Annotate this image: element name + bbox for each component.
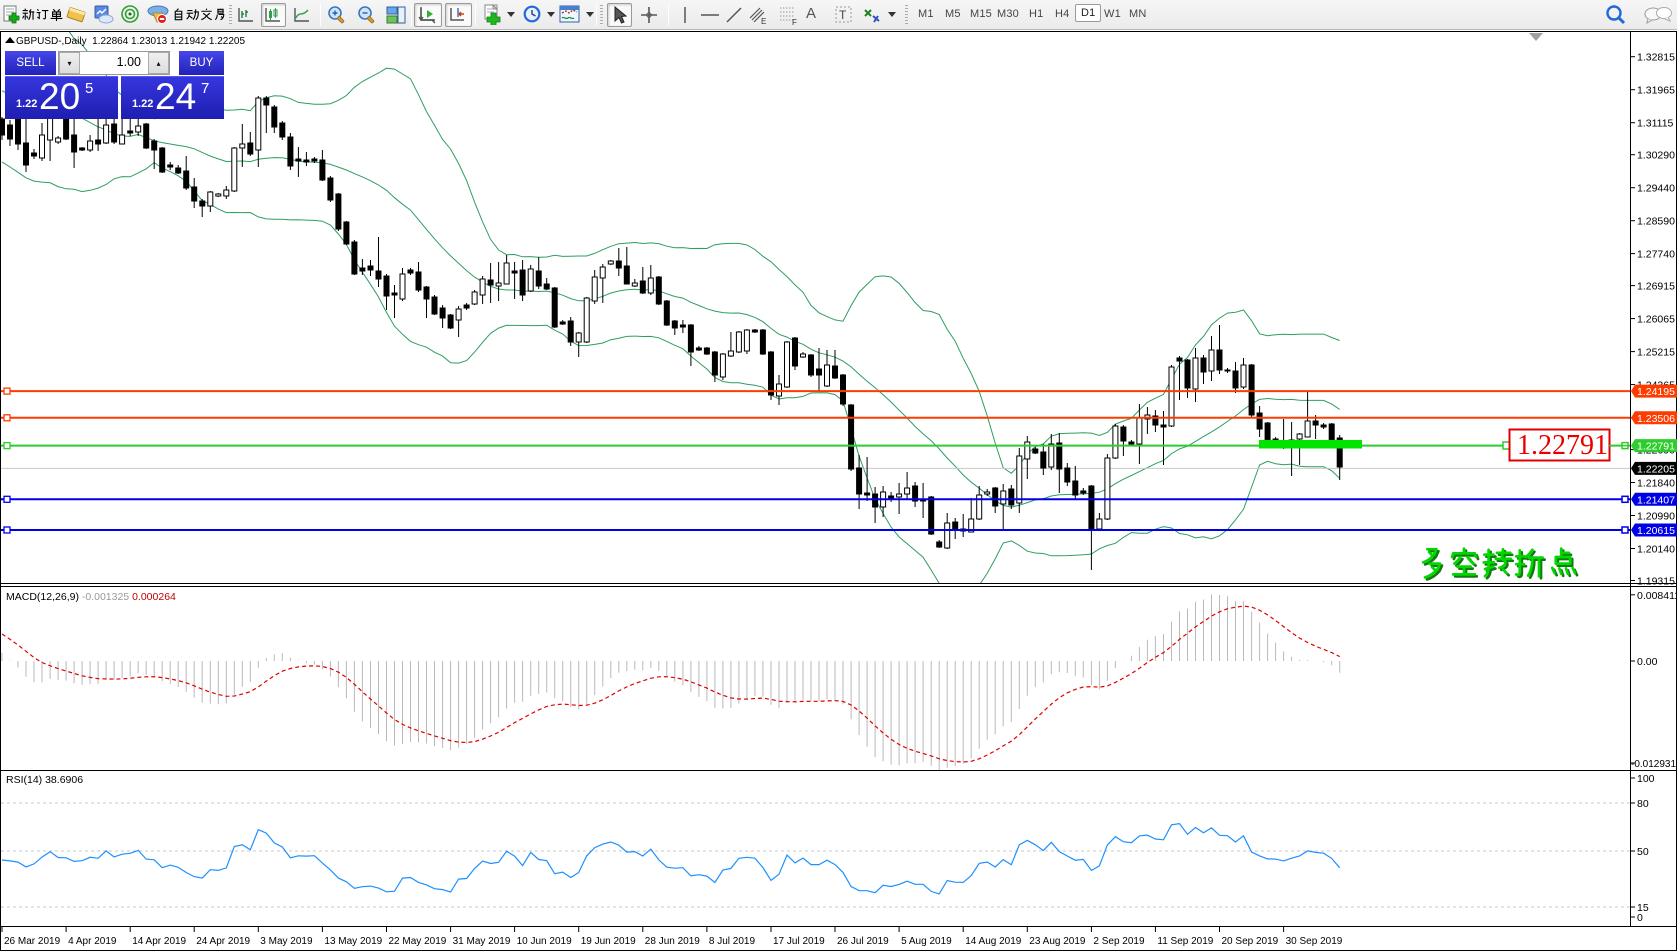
- svg-text:MACD(12,26,9) -0.001325 0.0002: MACD(12,26,9) -0.001325 0.000264: [6, 591, 176, 603]
- svg-text:1.31965: 1.31965: [1637, 85, 1675, 97]
- svg-text:0.008411: 0.008411: [1637, 590, 1677, 602]
- svg-text:13 May 2019: 13 May 2019: [324, 936, 382, 947]
- svg-text:1.31115: 1.31115: [1637, 118, 1674, 130]
- svg-text:GBPUSD-,Daily 1.22864 1.23013: GBPUSD-,Daily 1.22864 1.23013 1.21942 1.…: [16, 36, 245, 47]
- svg-text:E: E: [761, 17, 766, 26]
- svg-text:1.29440: 1.29440: [1637, 183, 1675, 195]
- svg-text:10 Jun 2019: 10 Jun 2019: [517, 936, 572, 947]
- svg-text:100: 100: [1637, 773, 1655, 785]
- svg-text:1.21840: 1.21840: [1637, 478, 1675, 490]
- svg-text:1.30290: 1.30290: [1637, 150, 1675, 162]
- svg-text:23 Aug 2019: 23 Aug 2019: [1029, 936, 1086, 947]
- svg-text:1.20615: 1.20615: [1637, 525, 1675, 537]
- svg-text:15: 15: [1637, 902, 1649, 914]
- svg-text:19 Jun 2019: 19 Jun 2019: [581, 936, 636, 947]
- svg-text:28 Jun 2019: 28 Jun 2019: [645, 936, 700, 947]
- svg-text:1.23506: 1.23506: [1637, 413, 1675, 425]
- svg-text:1.20140: 1.20140: [1637, 544, 1675, 556]
- svg-text:1.21407: 1.21407: [1637, 494, 1675, 506]
- svg-text:4 Apr 2019: 4 Apr 2019: [68, 936, 117, 947]
- svg-text:1.22791: 1.22791: [1517, 430, 1608, 461]
- svg-text:3 May 2019: 3 May 2019: [260, 936, 313, 947]
- svg-text:8 Jul 2019: 8 Jul 2019: [709, 936, 756, 947]
- svg-text:31 May 2019: 31 May 2019: [453, 936, 511, 947]
- svg-text:RSI(14) 38.6906: RSI(14) 38.6906: [6, 774, 83, 786]
- svg-text:1.20990: 1.20990: [1637, 511, 1675, 523]
- svg-text:80: 80: [1637, 798, 1649, 810]
- svg-text:T: T: [839, 8, 847, 22]
- svg-text:1.24195: 1.24195: [1637, 386, 1675, 398]
- svg-text:17 Jul 2019: 17 Jul 2019: [773, 936, 825, 947]
- svg-text:20 Sep 2019: 20 Sep 2019: [1222, 936, 1279, 947]
- svg-text:1.26065: 1.26065: [1637, 314, 1675, 326]
- svg-text:22 May 2019: 22 May 2019: [389, 936, 447, 947]
- svg-text:24 Apr 2019: 24 Apr 2019: [196, 936, 250, 947]
- svg-text:0.00: 0.00: [1637, 656, 1658, 668]
- svg-text:-0.012931: -0.012931: [1631, 759, 1676, 770]
- svg-text:26 Jul 2019: 26 Jul 2019: [837, 936, 889, 947]
- svg-text:14 Aug 2019: 14 Aug 2019: [965, 936, 1022, 947]
- svg-text:5 Aug 2019: 5 Aug 2019: [901, 936, 952, 947]
- svg-text:1.25215: 1.25215: [1637, 347, 1675, 359]
- svg-text:1.27740: 1.27740: [1637, 249, 1675, 261]
- svg-text:50: 50: [1637, 846, 1649, 858]
- svg-text:2 Sep 2019: 2 Sep 2019: [1093, 936, 1145, 947]
- svg-text:26 Mar 2019: 26 Mar 2019: [4, 936, 61, 947]
- svg-text:1.19315: 1.19315: [1637, 576, 1675, 588]
- svg-text:F: F: [792, 18, 797, 26]
- svg-text:0: 0: [1637, 912, 1643, 924]
- svg-text:1.22205: 1.22205: [1637, 463, 1675, 475]
- svg-text:1.22791: 1.22791: [1637, 441, 1675, 453]
- svg-text:1.32815: 1.32815: [1637, 52, 1675, 64]
- svg-text:1.26915: 1.26915: [1637, 281, 1675, 293]
- svg-text:30 Sep 2019: 30 Sep 2019: [1286, 936, 1343, 947]
- svg-text:1.28590: 1.28590: [1637, 216, 1675, 228]
- svg-text:11 Sep 2019: 11 Sep 2019: [1157, 936, 1213, 947]
- svg-text:14 Apr 2019: 14 Apr 2019: [132, 936, 186, 947]
